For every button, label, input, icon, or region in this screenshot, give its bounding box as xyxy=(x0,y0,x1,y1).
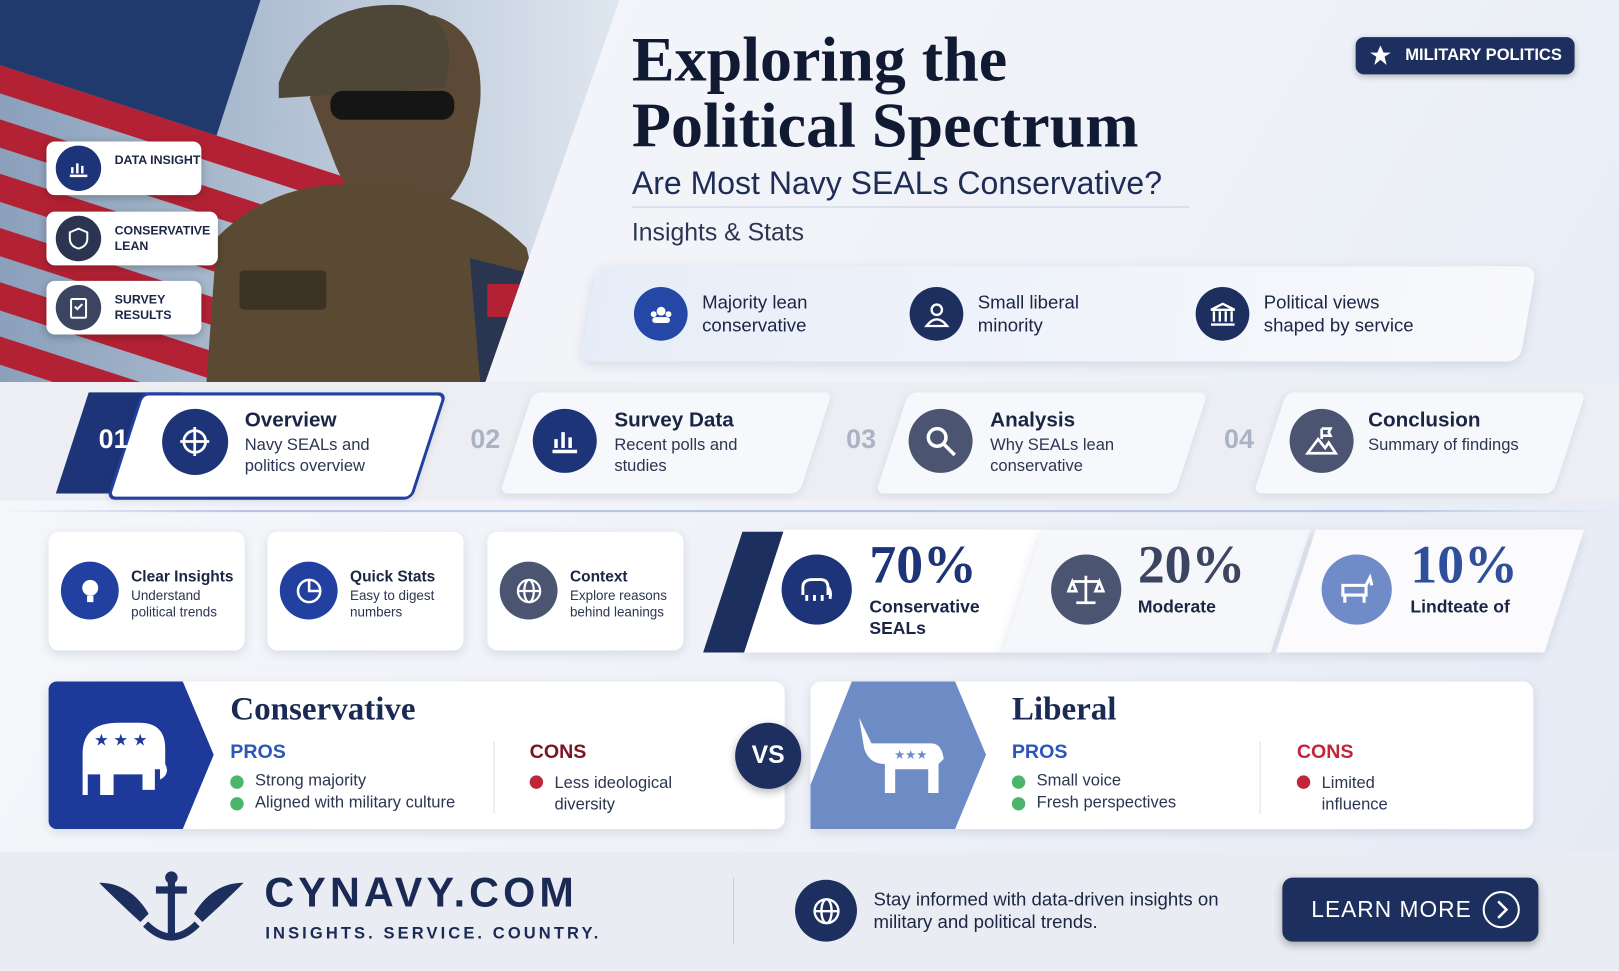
step-title: Survey Data xyxy=(614,408,734,432)
step-icon xyxy=(908,408,973,473)
side-tag-label: SURVEY RESULTS xyxy=(114,292,172,323)
tag-icon xyxy=(55,145,102,192)
pros-label: PROS xyxy=(1011,741,1068,764)
elephant-icon: ★ ★ ★ xyxy=(82,722,167,796)
globe-icon xyxy=(795,879,857,942)
highlight-icon xyxy=(1195,287,1250,341)
pro-item: Fresh perspectives xyxy=(1011,794,1176,813)
step-icon xyxy=(532,408,597,473)
divider xyxy=(493,741,495,814)
feature-card: Quick Stats Easy to digest numbers xyxy=(267,531,464,651)
feature-title: Context xyxy=(569,567,628,586)
step-description: Navy SEALs and politics overview xyxy=(244,436,370,475)
step-title: Conclusion xyxy=(1368,408,1481,432)
logo xyxy=(99,871,244,941)
pros-label: PROS xyxy=(230,741,286,764)
star-icon xyxy=(1370,45,1391,66)
donkey-icon: ★★★ xyxy=(859,717,944,793)
side-tag-label: CONSERVATIVE LEAN xyxy=(114,223,211,253)
stat-value: 20% xyxy=(1137,535,1246,595)
button-label: LEARN MORE xyxy=(1311,896,1472,923)
stat-label: Conservative SEALs xyxy=(869,596,980,639)
step-title: Analysis xyxy=(990,408,1076,432)
step-icon xyxy=(1289,408,1354,473)
con-item: Less ideological diversity xyxy=(529,772,689,815)
side-tag: DATA INSIGHT xyxy=(46,141,202,196)
step-description: Why SEALs lean conservative xyxy=(990,436,1115,475)
step[interactable]: 02 Survey Data Recent polls and studies xyxy=(454,392,833,494)
step[interactable]: 01 Overview Navy SEALs and politics over… xyxy=(55,392,447,500)
highlight-text: Political views shaped by service xyxy=(1263,292,1414,336)
feature-icon xyxy=(499,561,558,620)
con-item: Limited influence xyxy=(1296,772,1425,815)
stat-icon xyxy=(1051,554,1122,625)
step-number: 01 xyxy=(98,423,129,455)
slogan: INSIGHTS. SERVICE. COUNTRY. xyxy=(265,925,602,943)
step-title: Overview xyxy=(244,408,337,432)
side-title: Conservative xyxy=(230,689,416,727)
title-line: Exploring the xyxy=(631,24,1008,95)
highlight-text: Small liberal minority xyxy=(977,292,1080,336)
stat-icon xyxy=(1321,554,1392,625)
cons-label: CONS xyxy=(529,741,587,764)
step-description: Recent polls and studies xyxy=(614,436,738,475)
divider xyxy=(733,877,735,945)
title-line: Political Spectrum xyxy=(631,90,1139,162)
side-title: Liberal xyxy=(1011,689,1117,727)
step-number: 02 xyxy=(470,423,501,455)
stat-value: 10% xyxy=(1410,535,1518,595)
pro-item: Strong majority xyxy=(230,772,366,791)
feature-icon xyxy=(279,561,338,620)
divider xyxy=(631,206,1190,208)
cons-label: CONS xyxy=(1296,741,1354,764)
feature-icon xyxy=(60,561,119,620)
highlight-text: Majority lean conservative xyxy=(702,292,808,336)
feature-description: Easy to digest numbers xyxy=(350,587,435,620)
conservative-emblem: ★ ★ ★ xyxy=(48,681,214,830)
step-number: 03 xyxy=(846,423,877,455)
step[interactable]: 03 Analysis Why SEALs lean conservative xyxy=(830,392,1208,494)
highlight-icon xyxy=(909,287,964,341)
step-description: Summary of findings xyxy=(1368,436,1519,455)
pro-item: Small voice xyxy=(1011,772,1121,791)
tagline: Insights & Stats xyxy=(631,218,805,247)
highlight-icon xyxy=(633,287,688,341)
badge: MILITARY POLITICS xyxy=(1355,37,1575,75)
step-number: 04 xyxy=(1224,423,1254,455)
stat-label: Lindteate of xyxy=(1410,596,1510,617)
connector xyxy=(0,510,1619,513)
feature-card: Context Explore reasons behind leanings xyxy=(487,531,684,651)
stat-icon xyxy=(781,554,852,625)
pro-item: Aligned with military culture xyxy=(230,794,455,813)
side-tag: SURVEY RESULTS xyxy=(46,280,202,335)
tag-icon xyxy=(55,284,102,331)
feature-description: Explore reasons behind leanings xyxy=(569,587,667,620)
feature-title: Clear Insights xyxy=(131,567,234,586)
tag-icon xyxy=(55,215,102,262)
step-icon xyxy=(162,408,229,475)
subtitle: Are Most Navy SEALs Conservative? xyxy=(631,165,1163,202)
learn-more-button[interactable]: LEARN MORE xyxy=(1282,877,1539,942)
feature-title: Quick Stats xyxy=(350,567,436,586)
badge-label: MILITARY POLITICS xyxy=(1405,46,1562,65)
vs-badge: VS xyxy=(735,722,802,789)
svg-text:★★★: ★★★ xyxy=(894,748,927,762)
stat-value: 70% xyxy=(869,535,977,595)
svg-text:★ ★ ★: ★ ★ ★ xyxy=(94,730,148,749)
side-tag: CONSERVATIVE LEAN xyxy=(46,211,218,266)
footer-message: Stay informed with data-driven insights … xyxy=(873,888,1219,933)
feature-card: Clear Insights Understand political tren… xyxy=(48,531,245,651)
brand: CYNAVY.COM xyxy=(264,870,578,916)
divider xyxy=(1259,741,1261,814)
feature-description: Understand political trends xyxy=(131,587,217,620)
title: Exploring the Political Spectrum xyxy=(632,27,1139,159)
arrow-icon xyxy=(1482,891,1520,929)
side-tag-label: DATA INSIGHT xyxy=(114,152,201,168)
step[interactable]: 04 Conclusion Summary of findings xyxy=(1208,392,1586,494)
stat-label: Moderate xyxy=(1137,596,1216,617)
